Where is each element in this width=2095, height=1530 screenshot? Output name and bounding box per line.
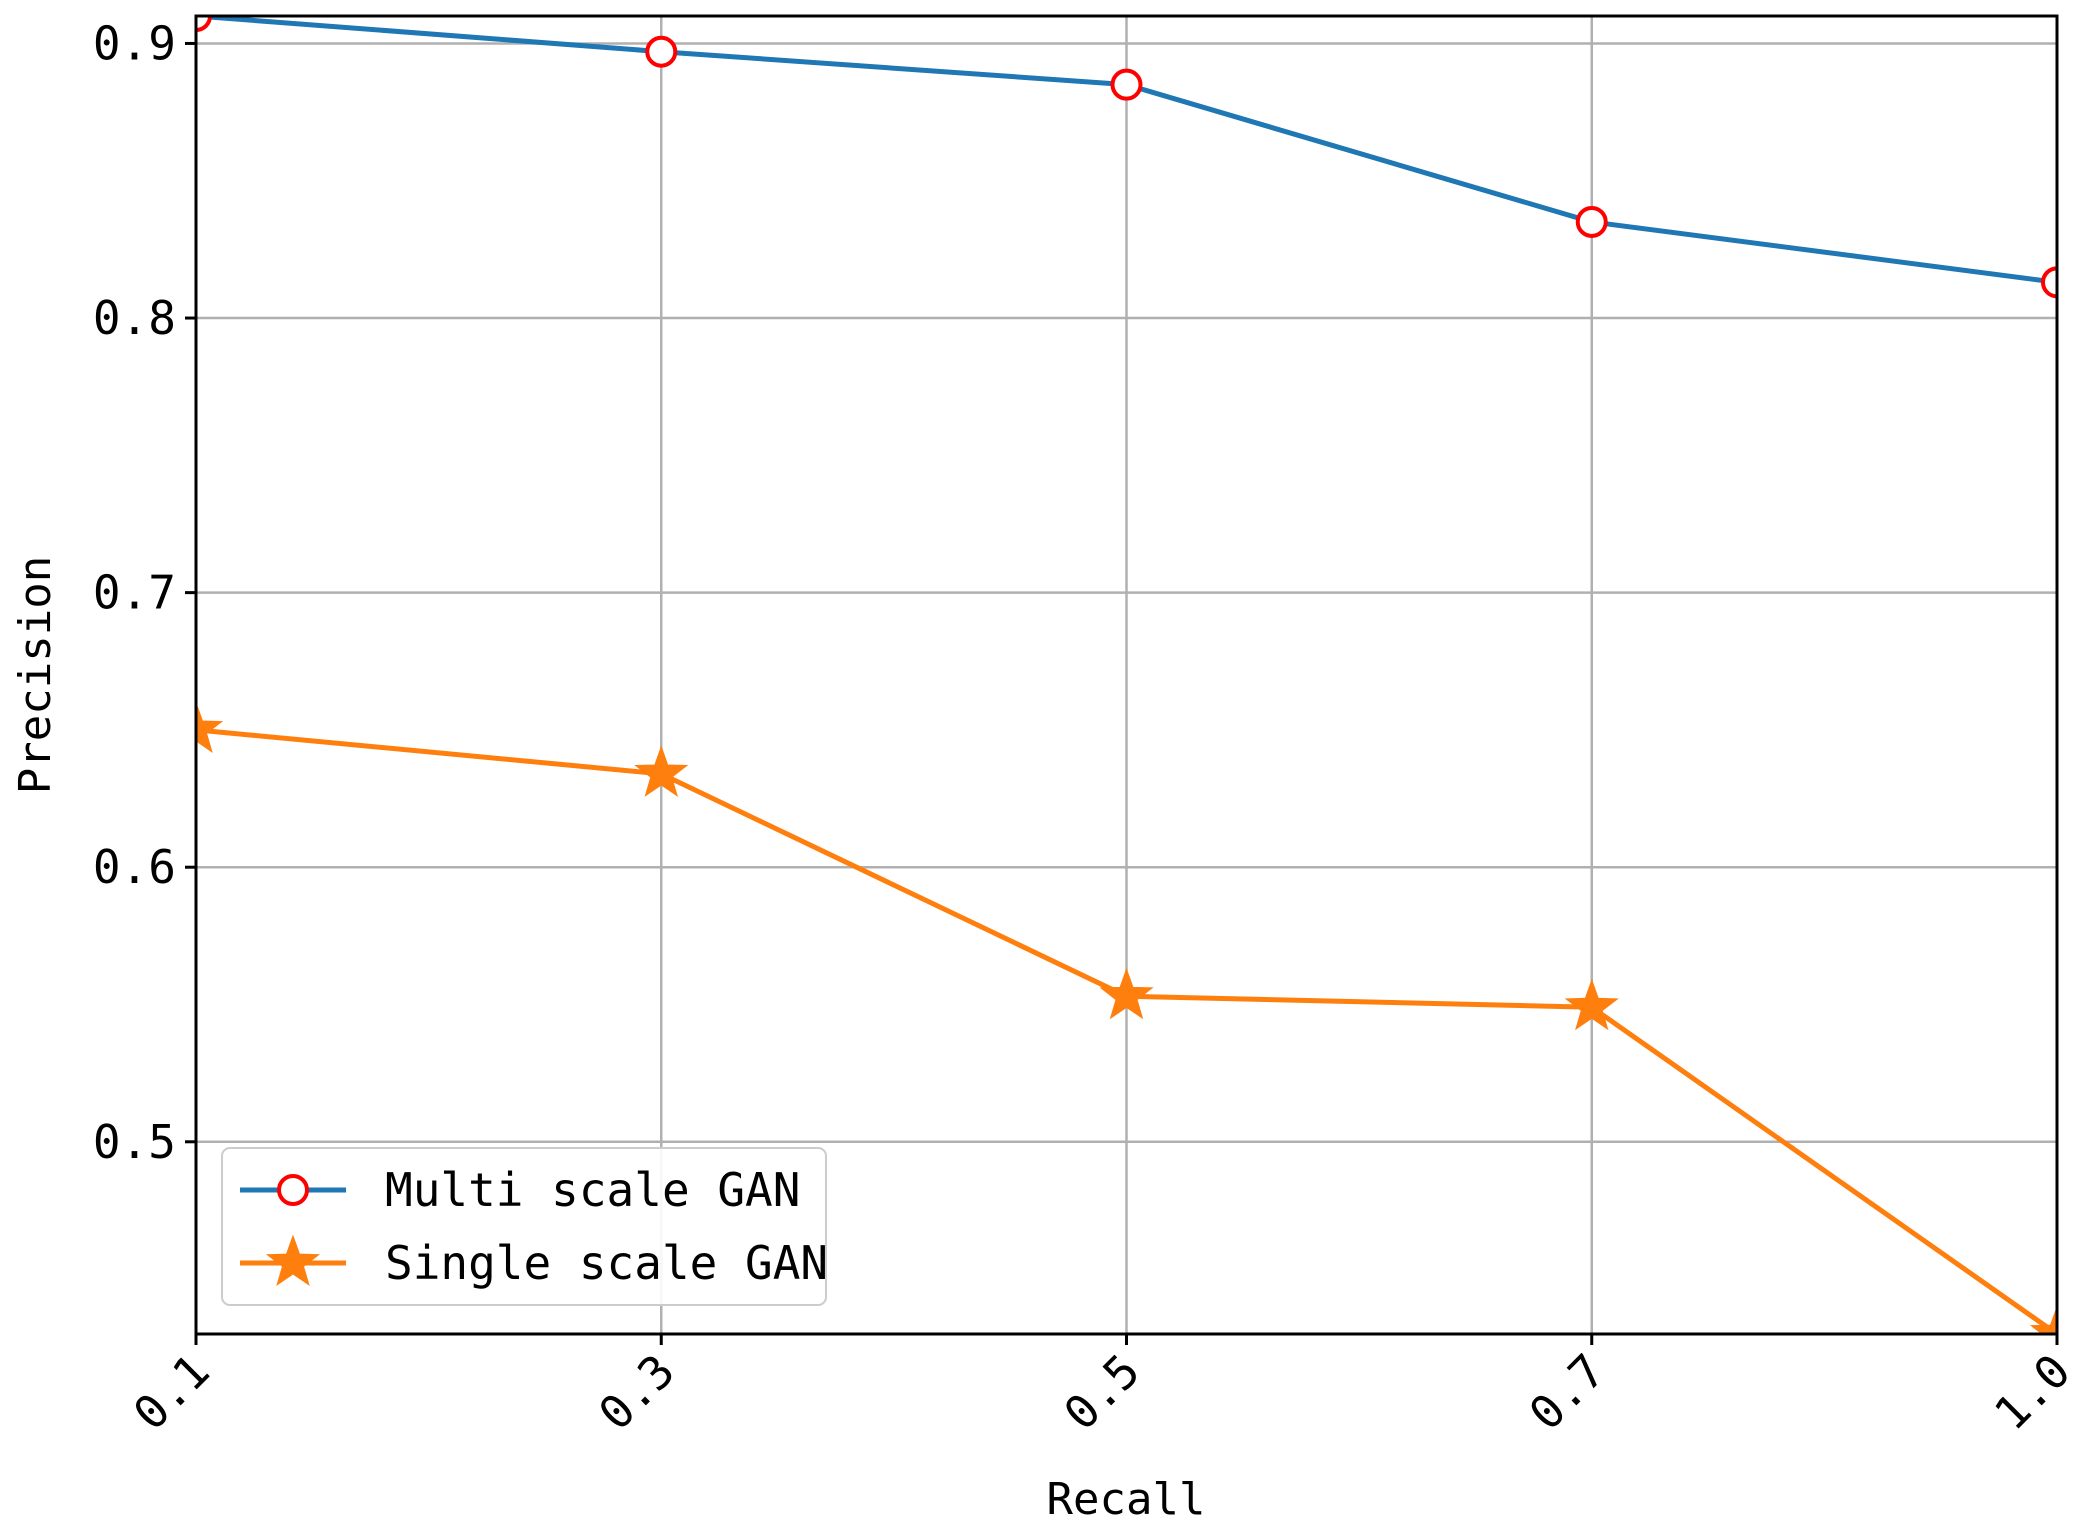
series-2-point: [1564, 978, 1619, 1031]
series-2-point: [634, 745, 689, 797]
series-1-point: [645, 35, 678, 68]
series-2-point: [1099, 967, 1154, 1020]
y-tick-label: 0.5: [93, 1115, 176, 1169]
series-2-point: [196, 701, 224, 754]
legend: Multi scale GAN Single scale GAN: [221, 1147, 828, 1306]
grid: [194, 16, 2059, 1334]
y-tick-label: 0.8: [93, 291, 176, 345]
series-1-point: [1575, 205, 1608, 238]
legend-marker-star: [265, 1234, 321, 1286]
y-tick-label: 0.6: [93, 840, 176, 894]
y-tick-label: 0.9: [93, 16, 176, 70]
y-tick-label: 0.7: [93, 566, 176, 620]
y-axis-label: Precision: [10, 556, 61, 794]
series-1-point: [196, 16, 212, 32]
legend-label-2: Single scale GAN: [385, 1236, 828, 1290]
series-1-point: [2041, 266, 2057, 299]
series-1-point: [1110, 68, 1143, 101]
series-layer: [196, 16, 2057, 1334]
legend-marker-circle: [277, 1174, 309, 1206]
series-2-point: [2029, 1305, 2057, 1334]
legend-box: [221, 1147, 827, 1306]
legend-label-1: Multi scale GAN: [385, 1163, 800, 1217]
x-axis-label: Recall: [1047, 1474, 1206, 1525]
